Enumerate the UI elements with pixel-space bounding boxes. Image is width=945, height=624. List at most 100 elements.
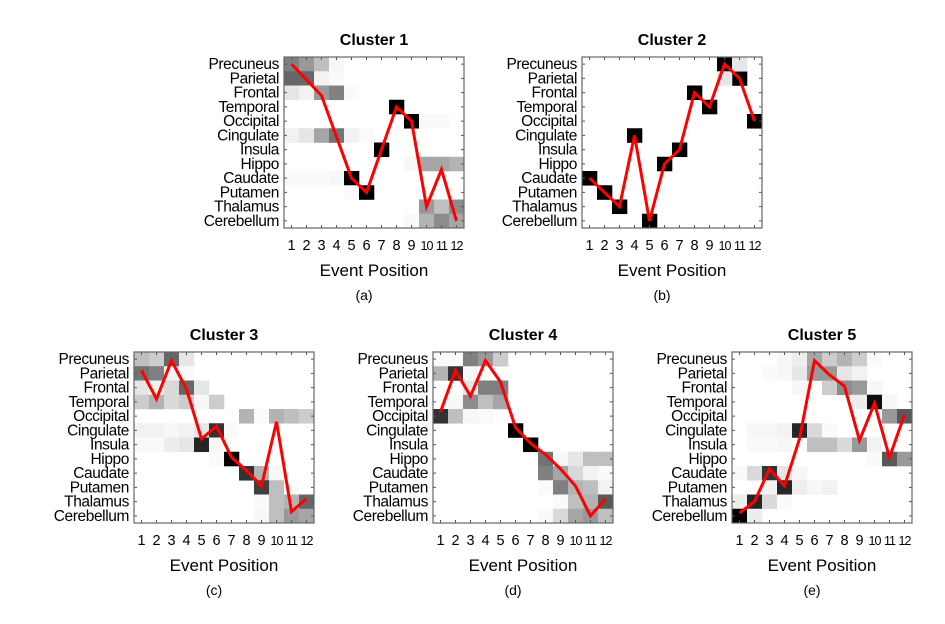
heatmap-cell	[822, 352, 838, 367]
x-tick-label: 3	[615, 238, 623, 254]
heatmap-cell	[882, 394, 898, 410]
y-tick-label: Putamen	[369, 479, 428, 496]
heatmap-cell	[837, 366, 853, 381]
panel-cluster-3: PrecuneusParietalFrontalTemporalOccipita…	[54, 327, 315, 598]
y-tick-label: Insula	[240, 142, 280, 159]
heatmap-cell	[164, 394, 180, 410]
y-tick-label: Insula	[90, 437, 130, 454]
heatmap-cell	[344, 185, 360, 200]
y-tick-label: Occipital	[73, 408, 129, 425]
heatmap-cell	[852, 366, 868, 381]
event-sequence-line	[290, 63, 458, 222]
heatmap-cell	[299, 57, 315, 72]
x-tick-label: 2	[451, 533, 459, 549]
x-tick-label: 3	[167, 533, 175, 549]
x-tick-label: 7	[526, 533, 534, 549]
y-tick-label: Putamen	[518, 184, 577, 201]
heatmap-cell	[747, 423, 763, 438]
x-tick-label: 5	[347, 238, 355, 254]
heatmap-cell	[538, 508, 554, 524]
panel-cluster-5: PrecuneusParietalFrontalTemporalOccipita…	[652, 327, 913, 598]
heatmap-cell	[583, 480, 599, 495]
heatmap-cell	[508, 423, 524, 438]
heatmap-cell	[404, 213, 420, 229]
x-tick-label: 10	[271, 534, 284, 548]
heatmap-cell	[553, 494, 569, 510]
y-tick-label: Parietal	[80, 365, 129, 382]
heatmap-cell	[254, 409, 270, 424]
heatmap-cell	[852, 352, 868, 367]
heatmap-cell	[314, 71, 330, 86]
y-tick-label: Occipital	[521, 113, 577, 130]
y-tick-label: Frontal	[682, 380, 727, 397]
x-tick-label: 5	[197, 533, 205, 549]
y-tick-label: Cingulate	[515, 127, 577, 144]
x-tick-label: 8	[392, 238, 400, 254]
heatmap-cell	[463, 366, 479, 381]
y-tick-label: Temporal	[516, 99, 577, 116]
y-tick-label: Frontal	[383, 380, 428, 397]
heatmap-cell	[284, 508, 300, 524]
heatmap-cell	[239, 409, 255, 424]
event-sequence-line	[140, 356, 308, 515]
x-tick-label: 10	[869, 534, 882, 548]
heatmap-cell	[493, 352, 509, 367]
heatmap-cell	[239, 466, 255, 481]
heatmap-cell	[463, 394, 479, 410]
heatmap-cell	[792, 480, 808, 495]
panel-title: Cluster 2	[638, 32, 707, 49]
heatmap-cell	[314, 128, 330, 143]
heatmap-cell	[449, 156, 465, 172]
plot-frame	[731, 351, 913, 524]
x-tick-label: 12	[301, 534, 314, 548]
heatmap-cell	[747, 437, 763, 453]
heatmap-cell	[777, 437, 793, 453]
heatmap-cell	[329, 85, 345, 101]
x-tick-label: 6	[810, 533, 818, 549]
y-tick-label: Temporal	[666, 394, 727, 411]
x-tick-label: 4	[182, 533, 190, 549]
y-tick-label: Cingulate	[366, 422, 428, 439]
heatmap-cell	[583, 451, 599, 467]
heatmap-cell	[792, 380, 808, 396]
y-tick-label: Parietal	[230, 70, 279, 87]
x-tick-label: 4	[780, 533, 788, 549]
y-tick-label: Temporal	[218, 99, 279, 116]
heatmap-cell	[209, 451, 225, 467]
y-tick-label: Thalamus	[64, 494, 130, 511]
heatmap-cell	[419, 156, 435, 172]
heatmap-cell	[732, 494, 748, 510]
y-tick-label: Precuneus	[58, 351, 129, 368]
heatmap-cell	[448, 352, 464, 367]
heatmap-cell	[747, 508, 763, 524]
x-tick-label: 2	[750, 533, 758, 549]
heatmap-cell	[179, 423, 195, 438]
heatmap-cell	[209, 394, 225, 410]
y-tick-label: Temporal	[367, 394, 428, 411]
heatmap-cell	[777, 494, 793, 510]
x-axis-label: Event Position	[469, 556, 578, 575]
y-tick-label: Frontal	[532, 85, 577, 102]
heatmap-cell	[478, 394, 494, 410]
y-tick-label: Putamen	[220, 184, 279, 201]
x-tick-label: 7	[825, 533, 833, 549]
y-tick-label: Hippo	[390, 451, 429, 468]
y-tick-label: Thalamus	[662, 494, 728, 511]
event-sequence-line	[588, 61, 756, 222]
y-tick-label: Thalamus	[363, 494, 429, 511]
heatmap-cell	[209, 437, 225, 453]
y-tick-label: Caudate	[372, 465, 428, 482]
heatmap-cell	[434, 114, 450, 129]
heatmap-cell	[134, 394, 150, 410]
heatmap-cell	[463, 352, 479, 367]
y-tick-label: Caudate	[223, 170, 279, 187]
heatmap-cell	[598, 480, 614, 495]
heatmap-cell	[329, 71, 345, 86]
y-tick-label: Hippo	[241, 156, 280, 173]
heatmap-cell	[568, 508, 584, 524]
heatmap-cell	[792, 352, 808, 367]
event-sequence-line	[738, 357, 906, 515]
x-tick-label: 1	[137, 533, 145, 549]
heatmap-cell	[269, 466, 285, 481]
y-tick-label: Occipital	[372, 408, 428, 425]
